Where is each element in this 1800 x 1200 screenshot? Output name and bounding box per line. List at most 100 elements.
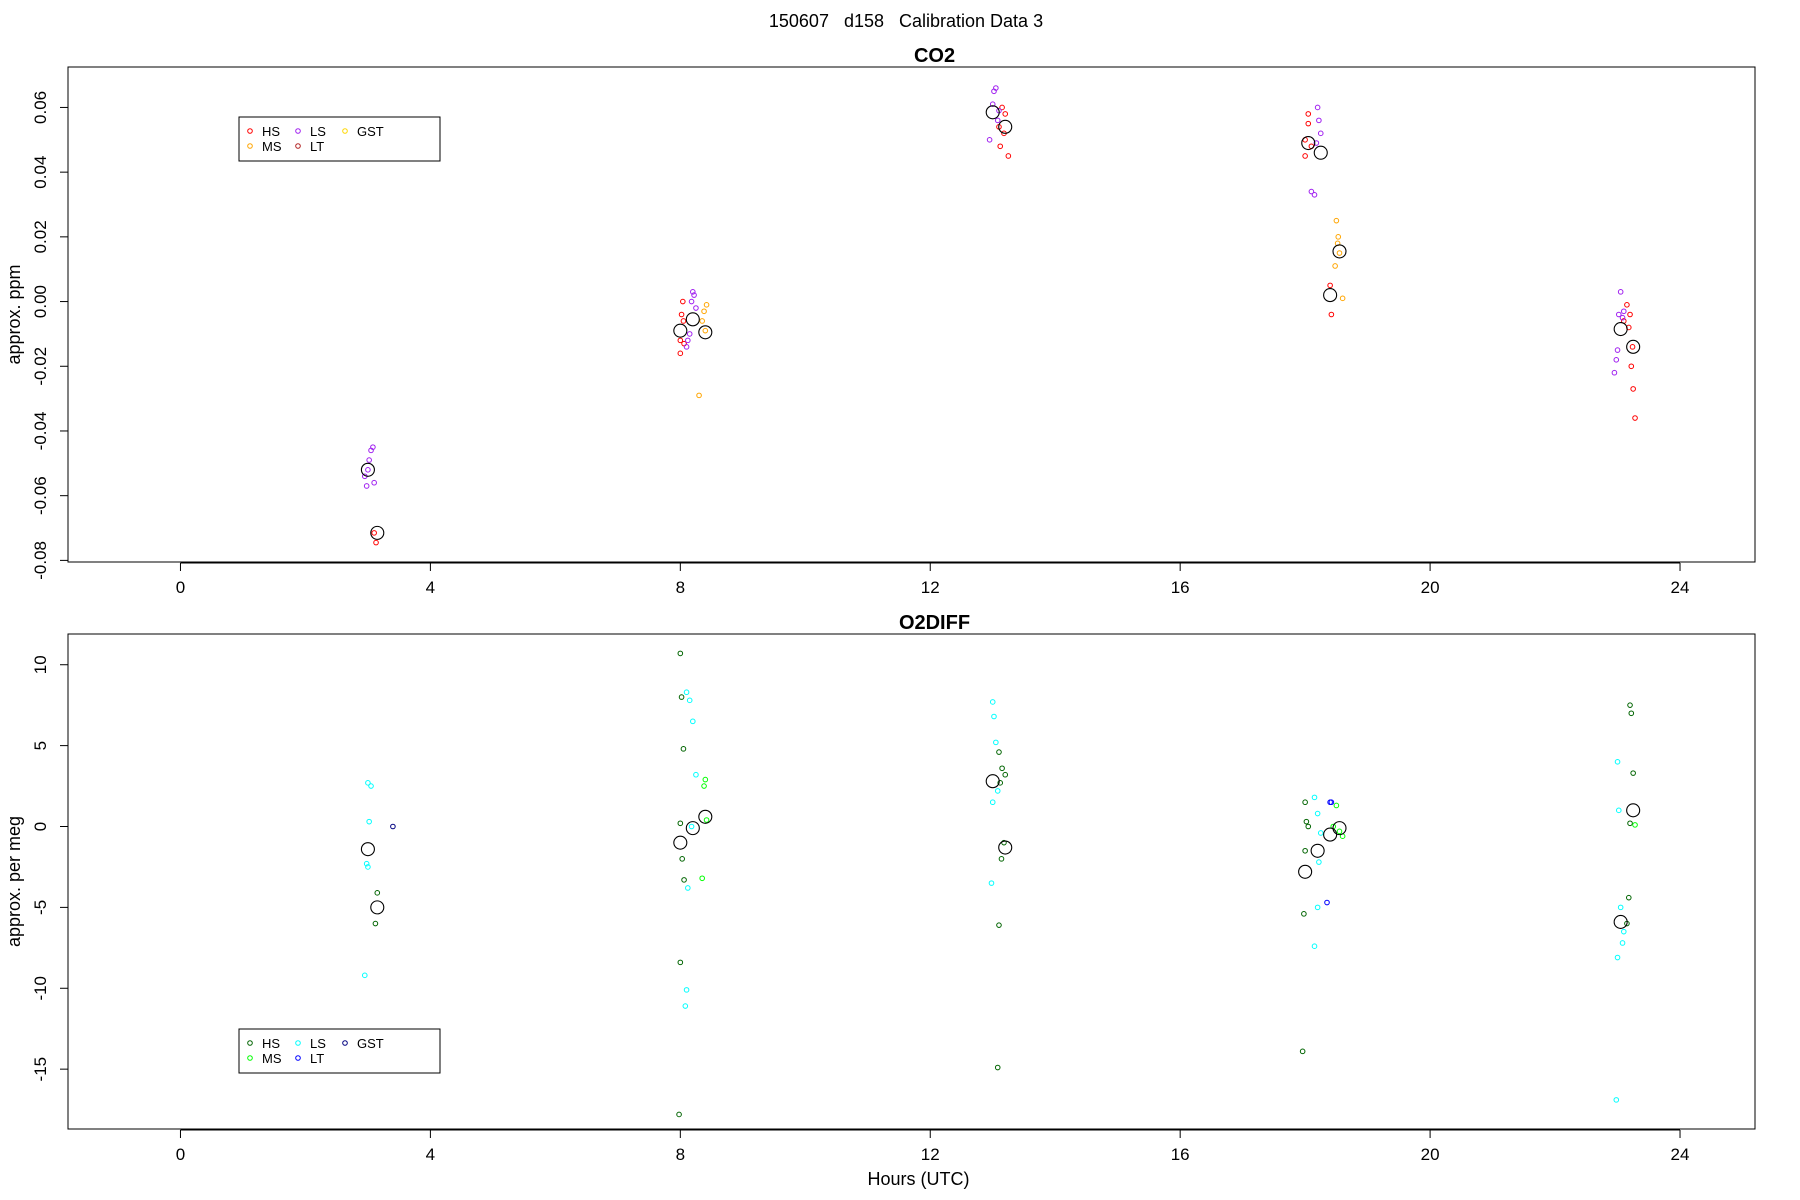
legend-label: GST [357, 1036, 384, 1051]
data-point [1617, 289, 1624, 295]
mean-marker [1626, 339, 1641, 354]
data-point [368, 783, 374, 789]
mean-marker [998, 840, 1013, 855]
x-tick-label: 20 [1421, 1145, 1440, 1164]
y-tick-label: 0.04 [31, 156, 50, 189]
data-point [1316, 117, 1322, 124]
data-point [994, 117, 1001, 124]
x-tick-label: 24 [1671, 578, 1690, 597]
data-point [1314, 104, 1321, 111]
data-point [997, 143, 1004, 150]
data-point [680, 298, 686, 305]
data-point [1620, 928, 1627, 935]
data-point [678, 311, 685, 318]
mean-marker [673, 835, 688, 850]
data-point [986, 136, 993, 143]
legend-box [238, 1028, 441, 1074]
data-point [685, 337, 691, 344]
data-point [1627, 702, 1633, 708]
data-point [366, 457, 372, 463]
legend-label: LS [310, 1036, 326, 1051]
data-point [1615, 311, 1622, 318]
data-point [688, 298, 695, 305]
data-point [374, 890, 381, 896]
data-point [693, 305, 699, 311]
legend-label: GST [357, 124, 384, 139]
data-point [696, 392, 702, 399]
data-point [1313, 140, 1320, 146]
data-point [1627, 311, 1633, 318]
data-point [1305, 823, 1312, 830]
data-point [686, 697, 693, 704]
data-point [1628, 363, 1635, 370]
data-point [699, 875, 705, 882]
legend-marker [247, 1040, 253, 1046]
data-point [1301, 911, 1307, 917]
legend-marker [295, 143, 301, 149]
legend-label: LS [310, 124, 326, 139]
data-point [1619, 940, 1626, 946]
data-point [681, 877, 687, 883]
data-point [690, 289, 696, 295]
series-3 [1324, 799, 1335, 906]
y-tick-label: 5 [31, 741, 50, 750]
mean-marker [360, 462, 375, 477]
data-point [1002, 111, 1009, 117]
data-point [677, 350, 684, 357]
y-tick-label: 0.02 [31, 220, 50, 253]
data-point [365, 780, 371, 786]
data-point [988, 880, 995, 886]
mean-marker [1613, 322, 1628, 337]
mean-marker [685, 312, 700, 327]
mean-marker [673, 323, 688, 338]
data-point [677, 650, 684, 657]
legend-label: LT [310, 1051, 324, 1066]
mean-marker [1310, 843, 1325, 858]
data-point [691, 292, 697, 298]
data-point [1328, 311, 1335, 318]
mean-marker [998, 119, 1013, 134]
mean-marker [685, 821, 700, 836]
data-point [1308, 188, 1315, 195]
data-point [679, 856, 685, 862]
data-point [1611, 369, 1618, 376]
data-point [365, 864, 371, 870]
y-tick-label: -0.08 [31, 541, 50, 580]
x-tick-label: 4 [426, 1145, 435, 1164]
mean-marker [1323, 288, 1338, 303]
data-point [683, 689, 690, 696]
data-point [680, 318, 687, 324]
x-tick-label: 0 [176, 1145, 185, 1164]
legend-label: HS [262, 124, 280, 139]
data-point [991, 713, 997, 720]
x-tick-label: 12 [921, 1145, 940, 1164]
y-axis-label: approx. per meg [4, 816, 24, 947]
data-point [1328, 799, 1335, 806]
data-point [688, 823, 695, 830]
data-point [1630, 386, 1636, 392]
data-point [989, 799, 996, 806]
legend-marker [295, 128, 301, 134]
data-point [1311, 191, 1318, 198]
legend-marker [342, 1040, 348, 1046]
data-point [1614, 758, 1621, 765]
y-tick-label: -0.04 [31, 412, 50, 451]
mean-marker [1332, 244, 1347, 259]
legend-box [238, 116, 441, 162]
data-point [993, 739, 999, 746]
data-point [363, 483, 370, 489]
x-tick-label: 0 [176, 578, 185, 597]
y-tick-label: -10 [31, 976, 50, 1001]
o2diff-chart: O2DIFF 0 4 8 12 16 20 24 -15 -10 -5 0 5 10 approx. per… [4, 612, 1756, 1189]
series-2 [361, 85, 1627, 489]
data-point [371, 530, 377, 536]
data-point [1314, 904, 1321, 911]
data-point [1624, 301, 1630, 308]
data-point [701, 308, 707, 315]
data-point [677, 959, 684, 966]
data-point [1005, 153, 1012, 159]
data-point [699, 318, 705, 324]
data-point [685, 885, 691, 891]
